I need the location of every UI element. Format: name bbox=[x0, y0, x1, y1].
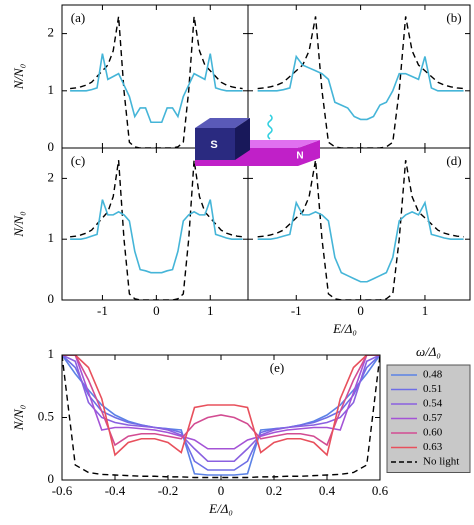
s-cube-top bbox=[195, 118, 250, 128]
data-line bbox=[62, 355, 380, 450]
panel-label: (c) bbox=[71, 153, 85, 168]
n-label: N bbox=[296, 151, 303, 162]
panel-label: (a) bbox=[71, 10, 85, 25]
data-line bbox=[62, 355, 380, 463]
legend-label: 0.60 bbox=[423, 427, 443, 439]
legend-label: No light bbox=[423, 456, 459, 468]
x-tick-label: 1 bbox=[422, 303, 429, 318]
data-line bbox=[257, 200, 464, 283]
x-tick-label: 1 bbox=[207, 303, 214, 318]
legend-label: 0.63 bbox=[423, 441, 443, 453]
y-tick-label: 0.5 bbox=[38, 408, 54, 423]
data-line bbox=[62, 355, 380, 471]
data-line bbox=[257, 16, 464, 148]
x-tick-label: -0.2 bbox=[158, 483, 179, 498]
y-tick-label: 1 bbox=[48, 230, 55, 245]
x-tick-label: 0 bbox=[153, 303, 160, 318]
data-line bbox=[62, 355, 380, 447]
data-line bbox=[62, 355, 380, 457]
panel-label: (e) bbox=[270, 360, 284, 375]
s-cube-side bbox=[235, 118, 250, 160]
data-line bbox=[62, 355, 380, 479]
legend-title: ω/Δ₀ bbox=[416, 344, 441, 359]
x-axis-label: E/Δ₀ bbox=[332, 321, 357, 336]
y-axis-label: N/N₀ bbox=[11, 211, 26, 237]
y-tick-label: 2 bbox=[48, 25, 55, 40]
x-tick-label: 0 bbox=[218, 483, 225, 498]
y-tick-label: 2 bbox=[48, 169, 55, 184]
y-tick-label: 0 bbox=[48, 291, 55, 306]
plot-frame bbox=[61, 147, 249, 301]
legend-label: 0.54 bbox=[423, 398, 443, 410]
x-tick-label: -1 bbox=[97, 303, 108, 318]
x-tick-label: 0 bbox=[357, 303, 364, 318]
plot-frame bbox=[61, 354, 381, 481]
plot-frame bbox=[247, 147, 471, 301]
light-wave bbox=[267, 114, 273, 140]
y-tick-label: 0 bbox=[48, 471, 55, 486]
x-tick-label: 0.2 bbox=[266, 483, 282, 498]
y-axis-label: N/N₀ bbox=[11, 64, 26, 90]
plot-frame bbox=[247, 4, 471, 149]
x-tick-label: -1 bbox=[291, 303, 302, 318]
panel-label: (b) bbox=[446, 10, 461, 25]
s-cube-front bbox=[195, 128, 235, 160]
x-tick-label: 0.6 bbox=[372, 483, 389, 498]
panel-label: (d) bbox=[446, 153, 461, 168]
data-line bbox=[62, 355, 380, 476]
x-axis-label: E/Δ₀ bbox=[208, 501, 233, 516]
s-label: S bbox=[210, 139, 217, 151]
data-line bbox=[70, 53, 243, 124]
inset-illustration: S N bbox=[195, 114, 320, 166]
y-tick-label: 1 bbox=[48, 346, 55, 361]
legend-label: 0.57 bbox=[423, 412, 443, 424]
x-tick-label: -0.6 bbox=[52, 483, 73, 498]
data-line bbox=[70, 199, 243, 274]
x-tick-label: 0.4 bbox=[319, 483, 336, 498]
y-tick-label: 1 bbox=[48, 82, 55, 97]
legend-label: 0.48 bbox=[423, 369, 443, 381]
x-tick-label: -0.4 bbox=[105, 483, 126, 498]
y-tick-label: 0 bbox=[48, 139, 55, 154]
data-line bbox=[70, 160, 243, 300]
y-axis-label: N/N₀ bbox=[11, 405, 26, 431]
data-line bbox=[257, 160, 464, 300]
legend-label: 0.51 bbox=[423, 383, 442, 395]
data-line bbox=[257, 54, 464, 121]
